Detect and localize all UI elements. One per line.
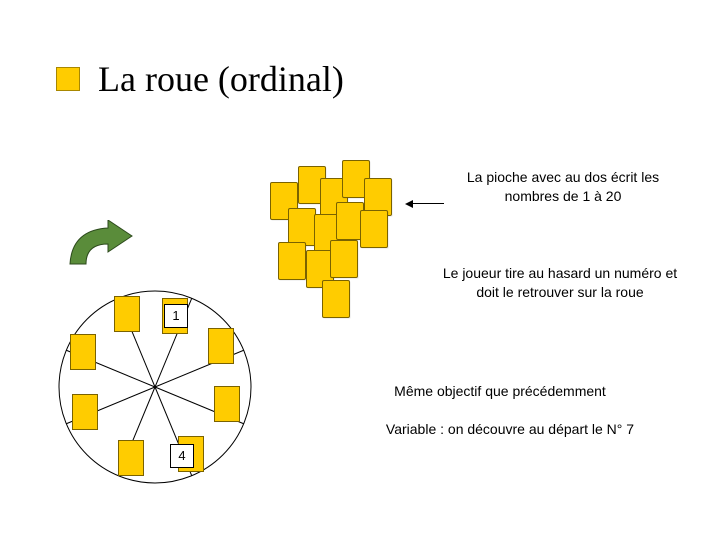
pile-card <box>360 210 388 248</box>
caption-pioche: La pioche avec au dos écrit les nombres … <box>438 168 688 206</box>
wheel-segment-label: 4 <box>170 444 194 468</box>
pile-card <box>330 240 358 278</box>
wheel: 14 <box>58 290 253 485</box>
card-pile <box>270 160 400 320</box>
slide-title: La roue (ordinal) <box>98 58 344 100</box>
caption-variable: Variable : on découvre au départ le N° 7 <box>300 420 720 439</box>
caption-objectif: Même objectif que précédemment <box>340 382 660 401</box>
title-bullet-icon <box>56 67 80 91</box>
pile-card <box>288 208 316 246</box>
pointer-arrow-head-icon <box>405 200 413 208</box>
wheel-segment-label: 1 <box>164 304 188 328</box>
wheel-segment-card <box>72 394 98 430</box>
wheel-segment-card <box>114 296 140 332</box>
pile-card <box>278 242 306 280</box>
caption-joueur: Le joueur tire au hasard un numéro et do… <box>435 264 685 302</box>
wheel-segment-card <box>118 440 144 476</box>
pile-card <box>322 280 350 318</box>
wheel-segment-card <box>214 386 240 422</box>
wheel-segment-card <box>208 328 234 364</box>
wheel-segment-card <box>70 334 96 370</box>
title-row: La roue (ordinal) <box>56 58 344 100</box>
curved-arrow-icon <box>58 220 138 280</box>
